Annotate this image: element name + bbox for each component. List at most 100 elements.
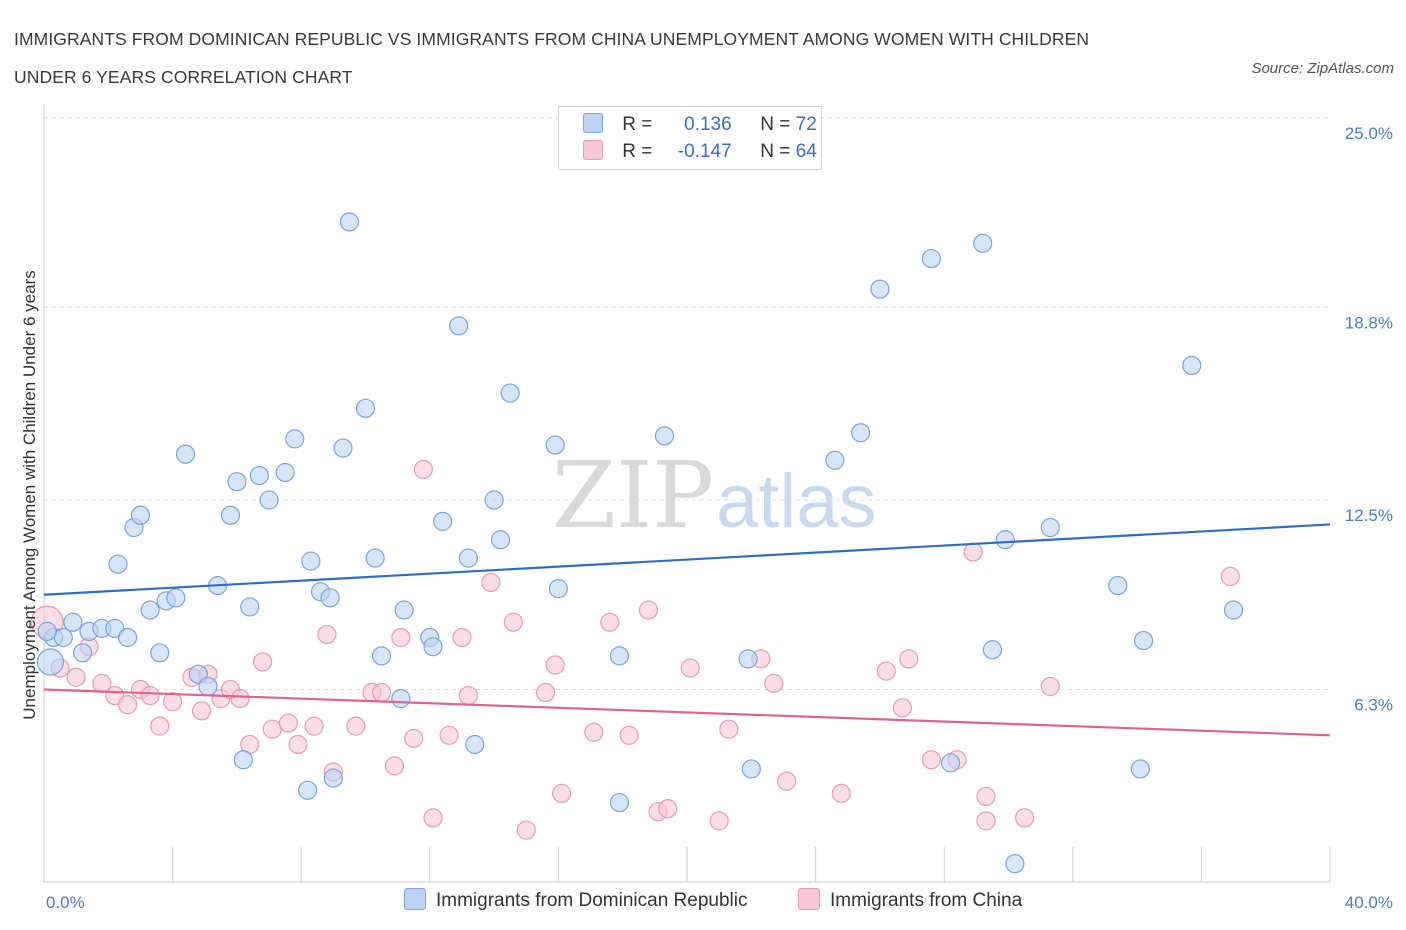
- china-point: [481, 572, 501, 593]
- china-point: [545, 655, 565, 675]
- china-point: [503, 612, 523, 632]
- dominican-point: [741, 759, 761, 779]
- dominican-point: [458, 548, 478, 568]
- dominican-point: [1130, 759, 1150, 779]
- china-point: [413, 459, 433, 480]
- dominican-point: [220, 505, 241, 525]
- china-point: [458, 685, 478, 706]
- china-trend-line: [43, 688, 1331, 737]
- dominican-point: [484, 490, 504, 510]
- china-point: [600, 612, 620, 632]
- china-point: [719, 719, 739, 739]
- china-point: [552, 783, 572, 803]
- dominican-point: [130, 505, 151, 525]
- bottom-legend-label-china: Immigrants from China: [830, 890, 1023, 911]
- dominican-point: [1040, 517, 1060, 538]
- dominican-point: [490, 530, 511, 550]
- legend-n-label: N =: [760, 141, 791, 162]
- china-point: [384, 756, 405, 776]
- legend-swatch-dominican: [583, 113, 603, 133]
- china-point: [876, 661, 896, 681]
- dominican-point: [609, 646, 630, 666]
- china-point: [709, 811, 729, 831]
- dominican-point: [175, 444, 196, 464]
- china-point: [439, 725, 459, 745]
- watermark-zip: ZIP: [552, 442, 714, 549]
- bottom-legend-china: Immigrants from China: [798, 888, 1022, 912]
- china-point: [1220, 566, 1240, 587]
- dominican-point: [63, 612, 83, 632]
- dominican-point: [982, 640, 1003, 660]
- dominican-trend-line: [43, 523, 1331, 596]
- legend-r-value-dominican: 0.136: [684, 114, 732, 135]
- china-point: [516, 820, 536, 840]
- china-point: [66, 667, 86, 687]
- legend-r-label: R =: [622, 141, 653, 162]
- china-point: [191, 701, 212, 721]
- dominican-point: [995, 530, 1015, 550]
- china-point: [404, 728, 424, 748]
- y-axis-label: Unemployment Among Women with Children U…: [20, 270, 39, 719]
- dominican-point: [391, 689, 411, 709]
- watermark-atlas: atlas: [716, 459, 877, 544]
- dominican-point: [1005, 854, 1025, 874]
- china-point: [963, 542, 983, 562]
- china-point: [680, 658, 700, 678]
- chart-title-line1: IMMIGRANTS FROM DOMINICAN REPUBLIC VS IM…: [14, 29, 1090, 49]
- x-tick-label: 0.0%: [46, 893, 85, 912]
- legend-r-label: R =: [622, 114, 653, 135]
- dominican-point: [851, 423, 871, 443]
- china-point: [899, 649, 919, 669]
- dominican-point: [339, 212, 360, 232]
- dominican-point: [36, 648, 65, 676]
- dominican-point: [37, 621, 57, 642]
- bottom-legend-label-dominican: Immigrants from Dominican Republic: [436, 890, 748, 911]
- watermark: ZIP atlas: [552, 442, 877, 549]
- dominican-point: [298, 780, 318, 800]
- china-point: [304, 716, 324, 736]
- china-point: [262, 719, 282, 739]
- dominican-point: [545, 435, 565, 455]
- china-point: [117, 695, 138, 715]
- china-point: [976, 811, 996, 831]
- bottom-legend-dominican: Immigrants from Dominican Republic: [404, 888, 748, 912]
- dominican-point: [117, 627, 138, 648]
- dominican-point: [921, 248, 941, 269]
- dominican-point: [320, 588, 340, 608]
- dominican-point: [449, 316, 469, 336]
- china-point: [619, 725, 639, 745]
- dominican-point: [233, 750, 253, 770]
- china-point: [638, 600, 659, 620]
- dominican-point: [365, 548, 385, 568]
- china-point: [831, 783, 851, 803]
- legend-n-value-china: 64: [795, 141, 817, 162]
- legend-row-dominican: R = 0.136 N = 72: [583, 113, 817, 139]
- y-tick-label: 25.0%: [1345, 124, 1393, 143]
- dominican-point: [259, 490, 279, 510]
- y-tick-label: 18.8%: [1345, 313, 1393, 332]
- dominican-point: [941, 753, 961, 773]
- china-points: [30, 459, 1240, 840]
- china-point: [150, 716, 170, 736]
- dominican-point: [285, 429, 305, 449]
- china-point: [658, 799, 678, 819]
- legend-n-value-dominican: 72: [795, 114, 817, 135]
- correlation-legend: R = 0.136 N = 72 R = -0.147 N = 64: [558, 106, 822, 170]
- china-point: [288, 734, 308, 755]
- tick-labels: 6.3% 12.5% 18.8% 25.0% 0.0% 40.0%: [46, 124, 1393, 912]
- dominican-point: [1182, 355, 1202, 376]
- y-tick-label: 6.3%: [1354, 695, 1393, 714]
- china-point: [892, 698, 913, 718]
- dominican-point: [1133, 630, 1154, 651]
- y-tick-label: 12.5%: [1345, 506, 1393, 525]
- dominican-point: [738, 649, 758, 669]
- chart-title: IMMIGRANTS FROM DOMINICAN REPUBLIC VS IM…: [14, 20, 1089, 96]
- china-point: [452, 627, 472, 648]
- dominican-point: [166, 588, 186, 608]
- dominican-point: [500, 383, 520, 403]
- chart-title-line2: UNDER 6 YEARS CORRELATION CHART: [14, 67, 353, 87]
- legend-n-label: N =: [760, 114, 791, 135]
- china-point: [140, 685, 160, 706]
- dominican-point: [1108, 575, 1128, 596]
